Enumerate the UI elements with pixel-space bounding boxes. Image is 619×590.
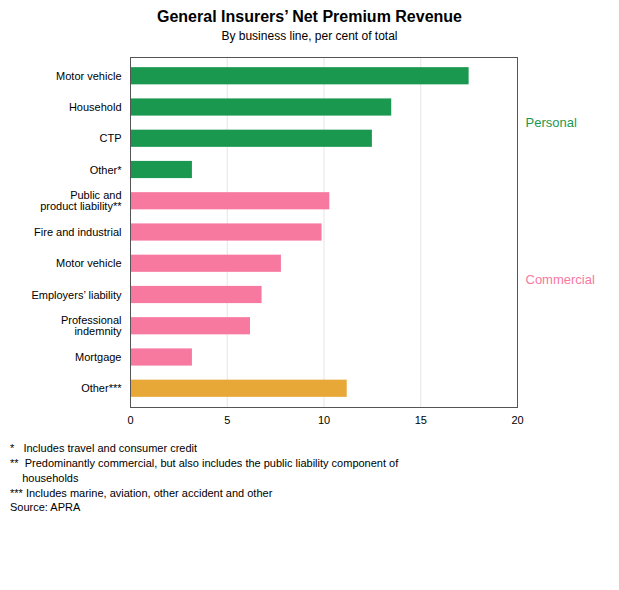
svg-text:Other*: Other* <box>90 164 123 176</box>
svg-text:Employers’ liability: Employers’ liability <box>31 289 122 301</box>
svg-text:Professionalindemnity: Professionalindemnity <box>61 314 122 337</box>
svg-text:20: 20 <box>511 414 523 426</box>
svg-text:Household: Household <box>69 101 122 113</box>
svg-text:CTP: CTP <box>100 132 122 144</box>
svg-text:10: 10 <box>318 414 330 426</box>
html-text:* Includes travel and consumer: * Includes travel and consumer credit **… <box>10 442 399 514</box>
svg-text:Public andproduct liability**: Public andproduct liability** <box>40 189 122 212</box>
svg-text:0: 0 <box>127 414 133 426</box>
svg-text:Motor vehicle: Motor vehicle <box>56 70 121 82</box>
svg-text:15: 15 <box>415 414 427 426</box>
svg-text:Fire and industrial: Fire and industrial <box>34 226 121 238</box>
svg-text:Commercial: Commercial <box>526 272 595 287</box>
svg-text:5: 5 <box>224 414 230 426</box>
svg-text:Motor vehicle: Motor vehicle <box>56 257 121 269</box>
svg-text:Mortgage: Mortgage <box>75 351 121 363</box>
svg-text:Other***: Other*** <box>81 382 122 394</box>
html-text:General Insurers’ Net Premium: General Insurers’ Net Premium Revenue <box>157 8 462 25</box>
svg-text:Personal: Personal <box>526 115 577 130</box>
html-text:By business line, per cent of: By business line, per cent of total <box>221 29 398 43</box>
